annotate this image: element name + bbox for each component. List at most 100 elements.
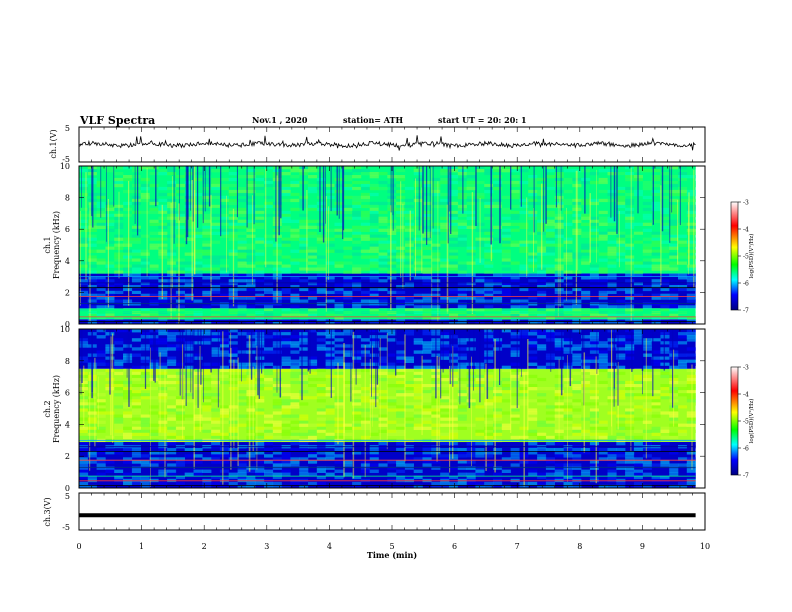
ch2-spectrogram-cell xyxy=(202,475,212,480)
ch1-spectrogram-cell xyxy=(360,183,370,188)
ch2-spectrogram-cell xyxy=(440,350,450,354)
ch1-spectrogram-cell xyxy=(475,321,485,325)
ch2-spectrogram-cell xyxy=(175,426,185,430)
ch2-spectrogram-cell xyxy=(457,393,467,397)
ch1-spectrogram-cell xyxy=(202,177,212,182)
ch1-spectrogram-cell xyxy=(87,313,97,317)
ch1-spectrogram-cell xyxy=(79,186,89,191)
ch1-spectrogram-cell xyxy=(219,305,229,309)
ch1-spectrogram-cell xyxy=(510,290,520,294)
ch2-spectrogram-cell xyxy=(545,463,555,467)
ch1-spectrogram-cell xyxy=(123,175,133,179)
ch2-spectrogram-cell xyxy=(501,466,511,470)
ch2-spectrogram-cell xyxy=(484,441,494,446)
ch2-spectrogram-cell xyxy=(378,423,388,427)
ch2-spectrogram-cell xyxy=(281,405,291,409)
ch1-spectrogram-cell xyxy=(589,302,599,306)
ch1-spectrogram-cell xyxy=(325,308,335,312)
ch2-spectrogram-cell xyxy=(598,368,608,373)
ch2-spectrogram-cell xyxy=(422,384,432,388)
ch2-spectrogram-cell xyxy=(308,460,318,464)
ch2-spectrogram-cell xyxy=(642,341,652,345)
ch2-spectrogram-cell xyxy=(237,469,247,473)
ch1-spectrogram-cell xyxy=(299,293,309,297)
ch1-spectrogram-cell xyxy=(545,216,555,220)
ch2-spectrogram-cell xyxy=(105,460,115,464)
ch2-spectrogram-cell xyxy=(369,362,379,366)
ch2-spectrogram-cell xyxy=(669,432,679,436)
ch1-spectrogram-cell xyxy=(642,201,652,206)
ch1-spectrogram-cell xyxy=(404,222,414,226)
ch1-spectrogram-cell xyxy=(625,313,635,317)
ch2-spectrogram-cell xyxy=(96,463,106,467)
ch1-spectrogram-cell xyxy=(316,169,326,173)
ch2-spectrogram-cell xyxy=(290,384,300,388)
ch2-spectrogram-cell xyxy=(352,423,362,427)
ch2-spectrogram-cell xyxy=(625,347,635,351)
ch2-spectrogram-cell xyxy=(633,472,643,476)
ch2-spectrogram-cell xyxy=(572,384,582,388)
ch2-spectrogram-cell xyxy=(281,356,291,360)
ch1-spectrogram-cell xyxy=(413,243,423,247)
ch1-spectrogram-cell xyxy=(510,258,520,262)
ch2-spectrogram-cell xyxy=(325,466,335,470)
ch2-spectrogram-cell xyxy=(184,332,194,336)
ch1-spectrogram-cell xyxy=(501,237,511,241)
ch1-spectrogram-cell xyxy=(616,311,626,315)
ch2-spectrogram-cell xyxy=(510,347,520,351)
ch2-spectrogram-cell xyxy=(633,335,643,339)
ch2-spectrogram-cell xyxy=(413,481,423,486)
ch1-spectrogram-cell xyxy=(660,258,670,262)
ch1-spectrogram-cell xyxy=(651,282,661,286)
ch1-spectrogram-cell xyxy=(510,313,520,317)
ch1-spectrogram-cell xyxy=(369,302,379,306)
ch2-spectrogram-cell xyxy=(378,335,388,339)
ch1-spectrogram-cell xyxy=(519,207,529,212)
ch2-spectrogram-cell xyxy=(123,371,133,376)
ch2-spectrogram-cell xyxy=(131,371,141,376)
ch1-spectrogram-cell xyxy=(598,293,608,297)
ch1-spectrogram-cell xyxy=(431,316,441,320)
ch2-spectrogram-cell xyxy=(79,460,89,464)
ch1-spectrogram-cell xyxy=(589,313,599,317)
ch2-spectrogram-cell xyxy=(167,347,177,351)
ch2-spectrogram-cell xyxy=(219,365,229,370)
ch1-spectrogram-cell xyxy=(466,282,476,286)
ch2-spectrogram-cell xyxy=(686,374,696,379)
ch1-spectrogram-cell xyxy=(501,219,511,223)
ch1-spectrogram-cell xyxy=(581,308,591,312)
ch1-spectrogram-cell xyxy=(343,311,353,315)
ch1-spectrogram-cell xyxy=(123,189,133,194)
ch2-spectrogram-cell xyxy=(158,368,168,373)
ch2-spectrogram-cell xyxy=(457,472,467,476)
ch2-spectrogram-cell xyxy=(633,341,643,345)
ch2-spectrogram-cell xyxy=(378,347,388,351)
ch2-spectrogram-cell xyxy=(114,393,124,397)
ch1-spectrogram-cell xyxy=(369,255,379,259)
ch1-spectrogram-cell xyxy=(387,219,397,223)
ch2-spectrogram-cell xyxy=(369,402,379,406)
ch1-spectrogram-cell xyxy=(202,267,212,271)
ch1-spectrogram-cell xyxy=(669,293,679,297)
ch1-spectrogram-cell xyxy=(431,285,441,289)
ch1-spectrogram-cell xyxy=(616,258,626,262)
ch1-spectrogram-cell xyxy=(510,186,520,191)
ch1-spectrogram-cell xyxy=(563,290,573,294)
ch2-spectrogram-cell xyxy=(475,469,485,473)
ch1-spectrogram-cell xyxy=(616,234,626,238)
ch1-spectrogram-cell xyxy=(369,261,379,265)
ch1-spectrogram-cell xyxy=(255,201,265,206)
ch1-spectrogram-cell xyxy=(669,296,679,300)
ch1-spectrogram-cell xyxy=(396,296,406,300)
ch1-spectrogram-cell xyxy=(140,207,150,212)
ch2-spectrogram-cell xyxy=(290,371,300,376)
ch2-spectrogram-cell xyxy=(633,435,643,440)
ch2-spectrogram-cell xyxy=(466,466,476,470)
ch2-spectrogram-cell xyxy=(369,371,379,376)
ch1-spectrogram-cell xyxy=(449,311,459,315)
ch2-spectrogram-cell xyxy=(625,420,635,424)
ch1-spectrogram-cell xyxy=(413,261,423,265)
ch1-spectrogram-cell xyxy=(131,201,141,206)
ch2-spectrogram-cell xyxy=(440,384,450,388)
ch2-spectrogram-cell xyxy=(598,380,608,385)
